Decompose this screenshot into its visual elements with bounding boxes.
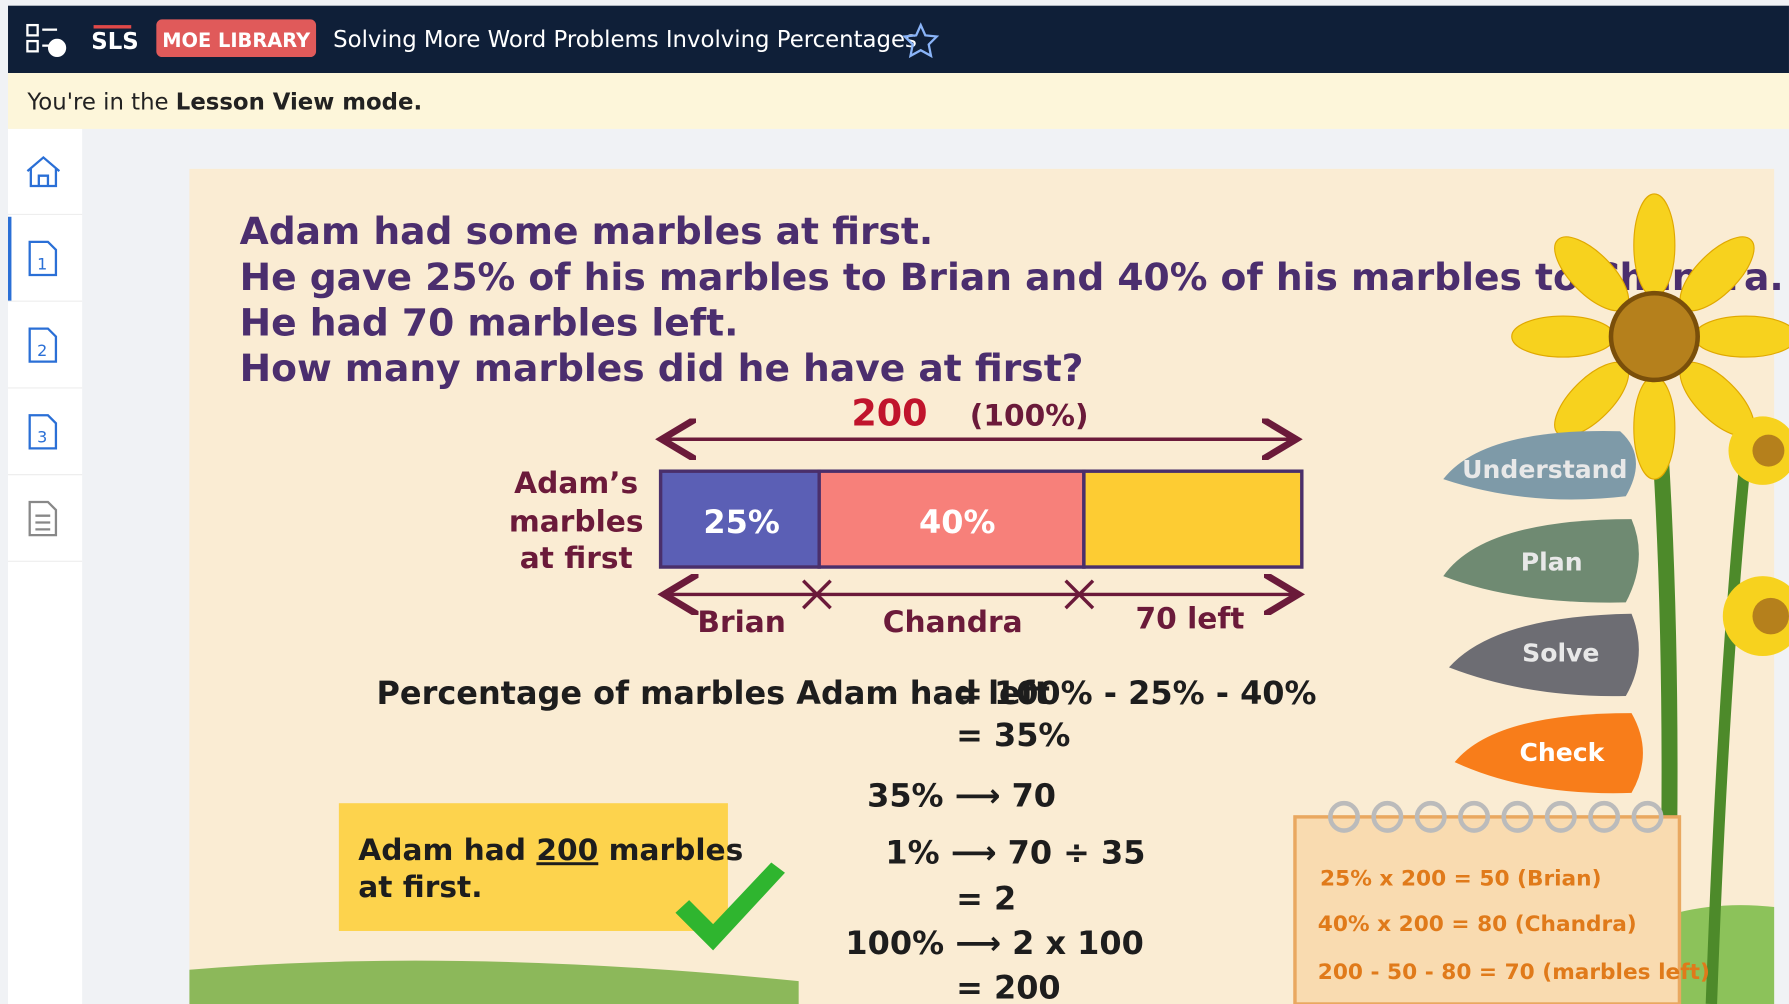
step-label: Check: [1519, 738, 1605, 767]
mode-name: Lesson View mode.: [176, 90, 422, 116]
step-label: Plan: [1521, 547, 1583, 576]
answer-number: 200: [536, 832, 598, 867]
grass: [189, 960, 799, 1004]
active-indicator: [8, 216, 12, 302]
bar-label: at first: [520, 540, 633, 575]
total: 200: [851, 392, 927, 435]
checkmark: [675, 862, 785, 951]
question-line: Adam had some marbles at first.: [240, 209, 934, 253]
badge: [156, 19, 317, 58]
page-icon[interactable]: [28, 240, 58, 277]
part-divider: [802, 579, 1095, 610]
step-leaf[interactable]: [1443, 431, 1636, 500]
answer-text: Adam had: [358, 832, 536, 867]
note-line: 40% x 200 = 80 (Chandra): [1318, 912, 1637, 937]
note-line: 25% x 200 = 50 (Brian): [1320, 866, 1601, 891]
working-line: 35% ⟶ 70: [867, 777, 1056, 815]
page-number: 3: [37, 428, 47, 447]
working-line: = 100% - 25% - 40%: [956, 674, 1316, 712]
grass: [1677, 905, 1775, 1004]
total-percent: (100%): [970, 398, 1089, 433]
note-line: 200 - 50 - 80 = 70 (marbles left): [1318, 960, 1710, 985]
notes-icon[interactable]: [28, 500, 58, 537]
segment-left: [1082, 469, 1304, 569]
answer-box: [338, 803, 728, 931]
page-icon[interactable]: [28, 327, 58, 363]
answer-line: Adam had 200 marbles: [358, 832, 743, 867]
logo[interactable]: SLS: [91, 29, 138, 55]
part-label: 70 left: [1136, 601, 1245, 636]
notepad-rings: [1328, 800, 1664, 833]
mode-banner: [8, 73, 1789, 129]
favourite-icon[interactable]: [902, 22, 940, 59]
mode-prefix: You're in the: [26, 90, 175, 116]
working-line: 1% ⟶ 70 ÷ 35: [885, 834, 1145, 872]
answer-line: at first.: [358, 869, 482, 904]
step-leaf[interactable]: [1443, 519, 1639, 603]
step-leaf[interactable]: [1448, 613, 1639, 697]
question-line: He gave 25% of his marbles to Brian and …: [240, 255, 1784, 299]
page-number: 2: [37, 341, 47, 360]
part-label: Chandra: [883, 604, 1023, 639]
working-line: Percentage of marbles Adam had left: [377, 674, 1050, 712]
part-label: Brian: [697, 604, 786, 639]
logo-bar: [93, 25, 132, 29]
menu-icon[interactable]: [26, 23, 67, 58]
segment-chandra: [817, 469, 1086, 569]
step-label: Understand: [1462, 455, 1627, 484]
sunflower: [1511, 193, 1789, 1004]
page-icon[interactable]: [28, 414, 58, 450]
working-line: = 35%: [956, 716, 1070, 754]
step-leaf[interactable]: [1454, 713, 1643, 794]
segment-label: 25%: [703, 503, 779, 541]
mode-text: You're in the Lesson View mode.: [26, 90, 422, 116]
working-line: = 200: [956, 968, 1061, 1004]
lesson-title: Solving More Word Problems Involving Per…: [333, 27, 917, 53]
page-number: 1: [37, 254, 47, 273]
answer-text: marbles: [598, 832, 743, 867]
badge-text: MOE LIBRARY: [162, 29, 311, 52]
question-line: How many marbles did he have at first?: [240, 346, 1084, 390]
step-label: Solve: [1522, 639, 1599, 668]
working-line: = 2: [956, 879, 1016, 917]
working-line: 100% ⟶ 2 x 100: [845, 924, 1143, 962]
notepad: [1293, 815, 1682, 1004]
segment-label: 40%: [919, 503, 995, 541]
bar-label: marbles: [509, 504, 644, 539]
question-line: He had 70 marbles left.: [240, 300, 739, 344]
bar-label: Adam’s: [514, 465, 638, 500]
home-icon[interactable]: [26, 155, 61, 188]
